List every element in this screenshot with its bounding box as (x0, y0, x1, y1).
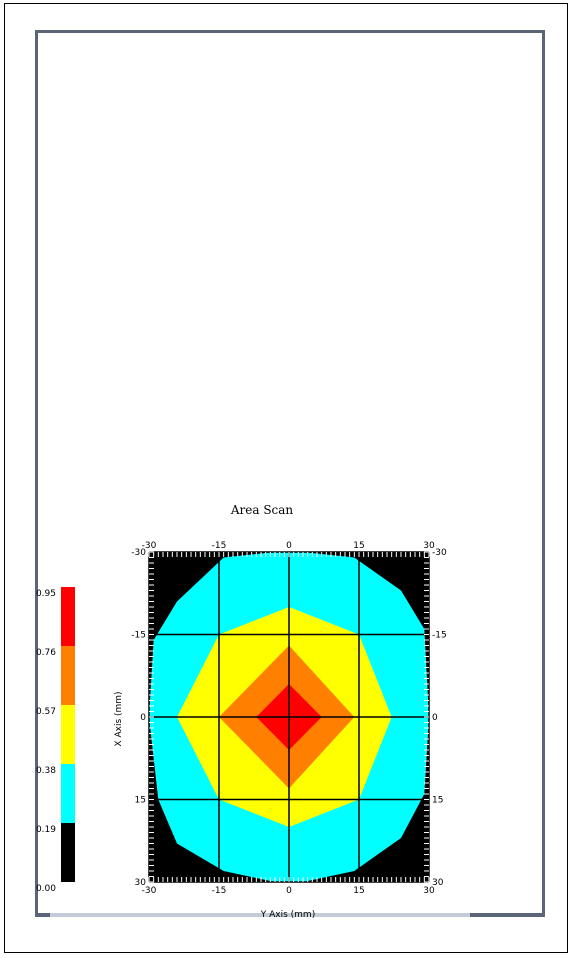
x-tick-label-bottom: 0 (286, 886, 292, 896)
x-axis-label: Y Axis (mm) (260, 910, 315, 920)
legend-swatch-4 (61, 823, 75, 882)
y-tick-label-left: -15 (131, 631, 146, 641)
y-tick-label-right: 15 (432, 796, 443, 806)
legend-swatch-2 (61, 705, 75, 764)
legend-label-1: 0.76 (36, 648, 56, 658)
y-axis-label: X Axis (mm) (114, 691, 124, 746)
panel-scrollbar[interactable] (50, 913, 470, 917)
x-tick-label-bottom: -30 (142, 886, 157, 896)
y-tick-label-right: -30 (432, 548, 447, 558)
y-tick-label-right: -15 (432, 631, 447, 641)
x-tick-label-top: 15 (353, 541, 364, 551)
legend-label-2: 0.57 (36, 707, 56, 717)
y-tick-label-left: 0 (140, 713, 146, 723)
y-tick-label-left: 30 (135, 878, 147, 888)
panel-bottom-border (35, 913, 50, 917)
x-tick-label-top: -30 (142, 541, 157, 551)
legend-label-4: 0.19 (36, 825, 56, 835)
legend-label-3: 0.38 (36, 766, 56, 776)
legend-swatch-3 (61, 764, 75, 823)
legend-label-5: 0.00 (36, 884, 56, 894)
x-tick-label-bottom: 15 (353, 886, 364, 896)
x-tick-label-top: -15 (212, 541, 227, 551)
color-scale-legend: 0.95 0.76 0.57 0.38 0.19 0.00 (36, 587, 75, 894)
y-tick-label-left: 15 (135, 796, 146, 806)
chart-title: Area Scan (230, 503, 294, 517)
panel-bottom-border-right (470, 913, 545, 917)
legend-swatch-1 (61, 646, 75, 705)
y-tick-label-left: -30 (131, 548, 146, 558)
x-tick-label-top: 0 (286, 541, 292, 551)
y-tick-label-right: 30 (432, 878, 444, 888)
legend-swatch-0 (61, 587, 75, 646)
x-tick-label-top: 30 (423, 541, 435, 551)
x-tick-label-bottom: 30 (423, 886, 435, 896)
legend-label-0: 0.95 (36, 589, 56, 599)
y-tick-label-right: 0 (432, 713, 438, 723)
x-tick-label-bottom: -15 (212, 886, 227, 896)
